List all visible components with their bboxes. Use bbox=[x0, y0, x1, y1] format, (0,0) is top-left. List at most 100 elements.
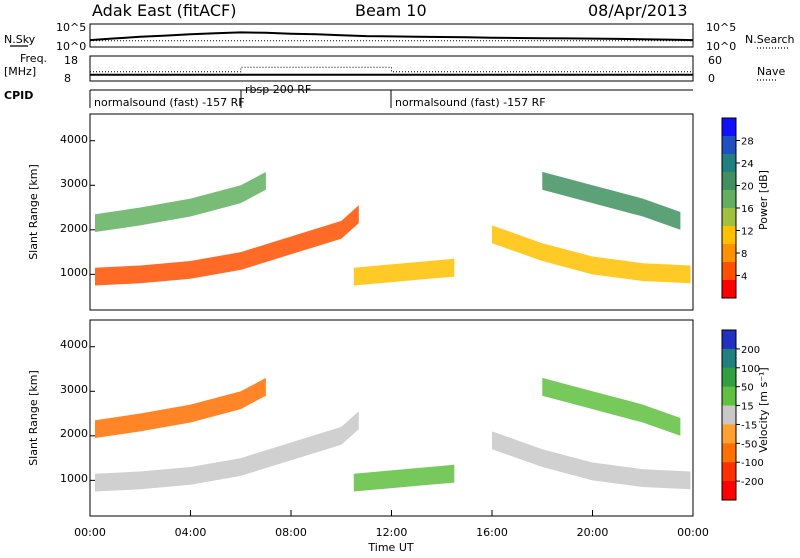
power-colorbar-cell-8 bbox=[722, 244, 736, 263]
frequency-left-label: Freq. bbox=[20, 52, 47, 65]
power-panel: 1000 2000 3000 4000 Slant Range [km] 282… bbox=[27, 113, 770, 311]
velocity-ytick-1000: 1000 bbox=[60, 472, 88, 485]
velocity-colorbar-cell-1 bbox=[722, 330, 736, 350]
cpid-segment-1: normalsound (fast) -157 RF bbox=[94, 96, 245, 109]
power-colorbar-tick-1: 28 bbox=[741, 137, 754, 148]
velocity-band-5 bbox=[542, 377, 681, 436]
power-band-4 bbox=[492, 225, 691, 284]
power-colorbar-cell-5 bbox=[722, 190, 736, 209]
x-tick-3: 08:00 bbox=[275, 526, 307, 539]
power-colorbar-tick-4: 16 bbox=[741, 204, 754, 215]
frequency-left-tick-bottom: 8 bbox=[64, 72, 71, 85]
cpid-panel: CPID normalsound (fast) -157 RF rbsp 200… bbox=[4, 83, 693, 109]
velocity-colorbar-frame bbox=[721, 329, 737, 501]
noise-right-label: N.Search bbox=[745, 33, 795, 46]
power-frame bbox=[89, 113, 694, 311]
power-colorbar-cell-4 bbox=[722, 172, 736, 191]
velocity-ytick-2000: 2000 bbox=[60, 427, 88, 440]
velocity-colorbar-tick-3: 50 bbox=[741, 383, 754, 394]
velocity-colorbar-cell-9 bbox=[722, 481, 736, 501]
power-colorbar-cell-1 bbox=[722, 118, 736, 137]
velocity-band-1 bbox=[95, 411, 359, 492]
noise-left-label: N.Sky bbox=[4, 33, 36, 46]
power-colorbar-tick-2: 24 bbox=[741, 159, 754, 170]
power-y-axis: 1000 2000 3000 4000 bbox=[60, 133, 88, 279]
velocity-band-3 bbox=[353, 464, 455, 492]
velocity-colorbar-cell-2 bbox=[722, 348, 736, 369]
velocity-colorbar: 200 100 50 15 -15 -50 -100 -200 bbox=[721, 329, 764, 501]
noise-panel: N.Sky 10^5 10^0 10^5 10^0 N.Search bbox=[4, 21, 795, 53]
velocity-colorbar-tick-7: -100 bbox=[741, 458, 764, 469]
frequency-right-tick-top: 60 bbox=[708, 54, 722, 67]
power-colorbar-cell-7 bbox=[722, 226, 736, 245]
cpid-label: CPID bbox=[4, 89, 33, 102]
noise-series bbox=[89, 31, 694, 42]
velocity-ytick-4000: 4000 bbox=[60, 338, 88, 351]
velocity-colorbar-tick-8: -200 bbox=[741, 477, 764, 488]
nave-line bbox=[90, 66, 693, 73]
velocity-panel: 1000 2000 3000 4000 Slant Range [km] 200… bbox=[27, 319, 770, 554]
power-colorbar-tick-6: 8 bbox=[741, 249, 747, 260]
cpid-segment-3: normalsound (fast) -157 RF bbox=[395, 96, 546, 109]
cpid-segment-2: rbsp 200 RF bbox=[245, 83, 311, 96]
power-bands bbox=[90, 140, 691, 286]
velocity-colorbar-tick-1: 200 bbox=[741, 345, 760, 356]
velocity-y-axis: 1000 2000 3000 4000 bbox=[60, 338, 88, 485]
frequency-left-tick-top: 18 bbox=[64, 54, 78, 67]
x-tick-1: 00:00 bbox=[74, 526, 106, 539]
frequency-series bbox=[90, 66, 693, 76]
plot-title: Adak East (fitACF) bbox=[92, 1, 236, 20]
noise-line-sky bbox=[89, 31, 694, 42]
frequency-panel: Freq. [MHz] 18 8 60 0 Nave bbox=[4, 52, 785, 85]
velocity-colorbar-cell-7 bbox=[722, 443, 736, 463]
power-ytick-4000: 4000 bbox=[60, 133, 88, 146]
velocity-colorbar-cell-5 bbox=[722, 405, 736, 425]
velocity-colorbar-tick-2: 100 bbox=[741, 364, 760, 375]
power-colorbar: 28 24 20 16 12 8 4 bbox=[721, 117, 754, 299]
power-colorbar-cell-9 bbox=[722, 262, 736, 281]
power-colorbar-tick-7: 4 bbox=[741, 272, 747, 283]
power-colorbar-cell-2 bbox=[722, 136, 736, 155]
date-label: 08/Apr/2013 bbox=[588, 1, 688, 20]
velocity-colorbar-cell-4 bbox=[722, 386, 736, 407]
velocity-bands bbox=[90, 346, 691, 492]
power-ylabel: Slant Range [km] bbox=[27, 164, 40, 260]
x-tick-4: 12:00 bbox=[376, 526, 408, 539]
x-axis: 00:00 04:00 08:00 12:00 16:00 20:00 00:00 bbox=[74, 510, 709, 539]
frequency-frame bbox=[89, 55, 694, 82]
velocity-band-4 bbox=[492, 431, 691, 490]
noise-right-tick-top: 10^5 bbox=[706, 21, 736, 34]
power-colorbar-cell-6 bbox=[722, 208, 736, 227]
noise-frame bbox=[89, 23, 694, 48]
frequency-left-unit: [MHz] bbox=[4, 65, 36, 78]
power-ytick-3000: 3000 bbox=[60, 177, 88, 190]
velocity-colorbar-tick-4: 15 bbox=[741, 402, 754, 413]
power-band-2 bbox=[95, 171, 266, 232]
velocity-colorbar-tick-6: -50 bbox=[741, 439, 757, 450]
x-tick-2: 04:00 bbox=[175, 526, 207, 539]
power-colorbar-label: Power [dB] bbox=[757, 170, 770, 230]
x-tick-6: 20:00 bbox=[577, 526, 609, 539]
velocity-colorbar-cell-6 bbox=[722, 424, 736, 444]
velocity-ylabel: Slant Range [km] bbox=[27, 370, 40, 466]
frequency-right-tick-bottom: 0 bbox=[708, 72, 715, 85]
frequency-right-label: Nave bbox=[757, 65, 785, 78]
beam-label: Beam 10 bbox=[355, 1, 427, 20]
noise-right-tick-bottom: 10^0 bbox=[706, 40, 736, 53]
noise-left-tick-top: 10^5 bbox=[56, 21, 86, 34]
x-tick-5: 16:00 bbox=[476, 526, 508, 539]
power-colorbar-cell-10 bbox=[722, 280, 736, 299]
velocity-band-2 bbox=[95, 377, 266, 438]
velocity-ytick-3000: 3000 bbox=[60, 383, 88, 396]
power-band-5 bbox=[542, 171, 681, 230]
velocity-colorbar-cell-3 bbox=[722, 367, 736, 388]
noise-left-tick-bottom: 10^0 bbox=[56, 40, 86, 53]
power-band-1 bbox=[95, 205, 359, 286]
power-ytick-1000: 1000 bbox=[60, 266, 88, 279]
power-band-3 bbox=[353, 258, 455, 286]
power-colorbar-tick-3: 20 bbox=[741, 182, 754, 193]
x-tick-7: 00:00 bbox=[677, 526, 709, 539]
power-colorbar-tick-5: 12 bbox=[741, 227, 754, 238]
